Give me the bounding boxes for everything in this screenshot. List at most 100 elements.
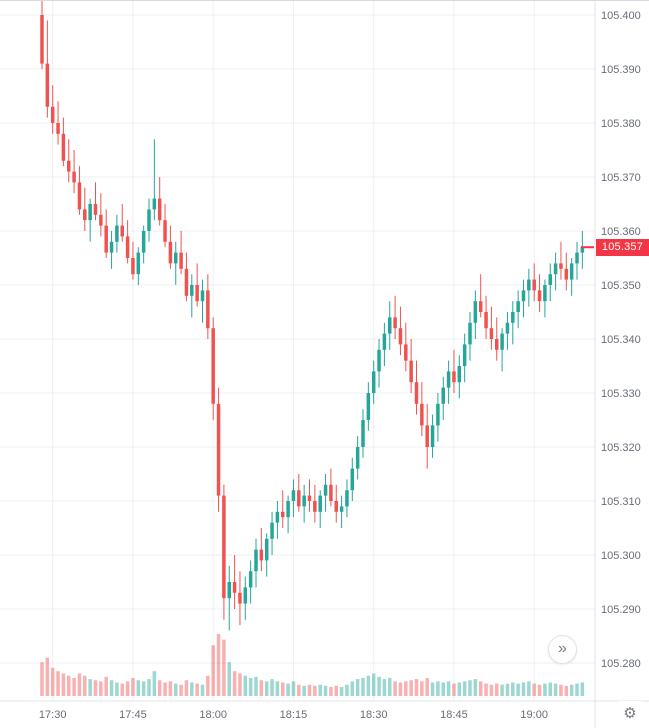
volume-bar [500, 684, 504, 696]
volume-bar [548, 682, 552, 696]
candle-body [136, 252, 141, 275]
chart-settings-button[interactable]: ⚙ [618, 701, 642, 725]
volume-bar [61, 673, 66, 696]
price-axis-label[interactable]: 105.310 [601, 496, 641, 508]
volume-bar [553, 683, 558, 696]
volume-bar [355, 679, 360, 696]
candle-body [371, 371, 376, 393]
candle-body [532, 279, 536, 291]
volume-bar [350, 681, 355, 696]
volume-bar [569, 684, 574, 696]
candle-body [350, 468, 355, 491]
candle-body [548, 274, 552, 285]
price-axis-label[interactable]: 105.350 [601, 280, 641, 292]
volume-bar [286, 683, 290, 696]
time-axis-label[interactable]: 18:15 [280, 709, 308, 721]
candle-body [184, 268, 189, 296]
price-axis-label[interactable]: 105.290 [601, 604, 641, 616]
go-to-realtime-button[interactable]: » [548, 635, 577, 664]
price-axis-label[interactable]: 105.330 [601, 388, 641, 400]
volume-bar [77, 673, 82, 696]
time-axis-label[interactable]: 18:00 [199, 709, 227, 721]
price-axis-label[interactable]: 105.400 [601, 10, 641, 22]
price-axis-label[interactable]: 105.320 [601, 442, 641, 454]
candle-body [553, 263, 558, 275]
volume-bar [254, 676, 258, 696]
volume-bar [152, 671, 157, 696]
candle-body [329, 484, 333, 501]
candle-body [77, 182, 82, 210]
last-price-badge: 105.357 [596, 238, 649, 256]
candle-body [537, 290, 542, 302]
volume-bar [457, 682, 462, 696]
volume-bar [329, 686, 333, 696]
candle-body [264, 538, 269, 561]
candle-body [115, 225, 119, 242]
candle-body [99, 214, 103, 226]
candle-body [452, 371, 456, 383]
volume-bar [511, 682, 515, 696]
candle-body [195, 285, 199, 302]
price-axis-label[interactable]: 105.370 [601, 172, 641, 184]
volume-bar [302, 685, 306, 696]
volume-bar [532, 683, 536, 696]
volume-bar [505, 683, 510, 696]
candle-body [56, 123, 60, 134]
candle-body [511, 312, 515, 323]
volume-bar [414, 679, 419, 696]
price-axis-label[interactable]: 105.300 [601, 550, 641, 562]
candle-body [580, 247, 585, 253]
time-axis-label[interactable]: 19:00 [520, 709, 548, 721]
volume-bar [184, 680, 189, 696]
volume-bar [339, 686, 344, 696]
candle-body [500, 333, 504, 350]
price-axis-label[interactable]: 105.280 [601, 658, 641, 670]
volume-bar [174, 683, 178, 696]
price-axis-label[interactable]: 105.390 [601, 64, 641, 76]
volume-bar [446, 681, 451, 696]
candle-body [109, 241, 114, 253]
candle-body [527, 279, 531, 291]
candle-body [414, 382, 419, 404]
volume-bar [307, 684, 312, 696]
volume-bar [516, 683, 520, 696]
candle-body [120, 225, 124, 237]
price-axis-label[interactable]: 105.340 [601, 334, 641, 346]
double-chevron-right-icon: » [558, 639, 567, 657]
volume-bar [318, 684, 322, 696]
volume-bar [452, 683, 456, 696]
time-axis-label[interactable]: 17:45 [119, 709, 147, 721]
candle-body [430, 425, 435, 447]
candle-body [168, 241, 173, 264]
volume-bar [45, 657, 50, 696]
candle-body [543, 285, 547, 302]
time-axis-label[interactable]: 18:30 [360, 709, 388, 721]
candle-body [436, 403, 440, 426]
candle-body [216, 403, 221, 496]
volume-bar [345, 684, 349, 696]
volume-bar [398, 682, 403, 696]
candle-body [457, 366, 462, 383]
volume-bar [147, 679, 151, 696]
candle-body [409, 360, 413, 383]
candle-body [232, 582, 237, 593]
volume-bar [575, 683, 579, 696]
volume-bar [168, 681, 173, 696]
candle-body [211, 328, 215, 404]
price-axis-label[interactable]: 105.380 [601, 118, 641, 130]
volume-bar [120, 683, 124, 696]
volume-bar [334, 685, 338, 696]
volume-bar [232, 671, 237, 696]
candle-body [441, 387, 445, 404]
volume-bar [275, 681, 280, 696]
volume-bar [291, 681, 296, 696]
time-axis-label[interactable]: 17:30 [39, 709, 67, 721]
volume-bar [88, 679, 92, 696]
price-axis-label[interactable]: 105.360 [601, 226, 641, 238]
volume-bar [489, 684, 494, 696]
time-axis-label[interactable]: 18:45 [440, 709, 468, 721]
volume-bar [430, 682, 435, 696]
volume-bar [478, 681, 483, 696]
